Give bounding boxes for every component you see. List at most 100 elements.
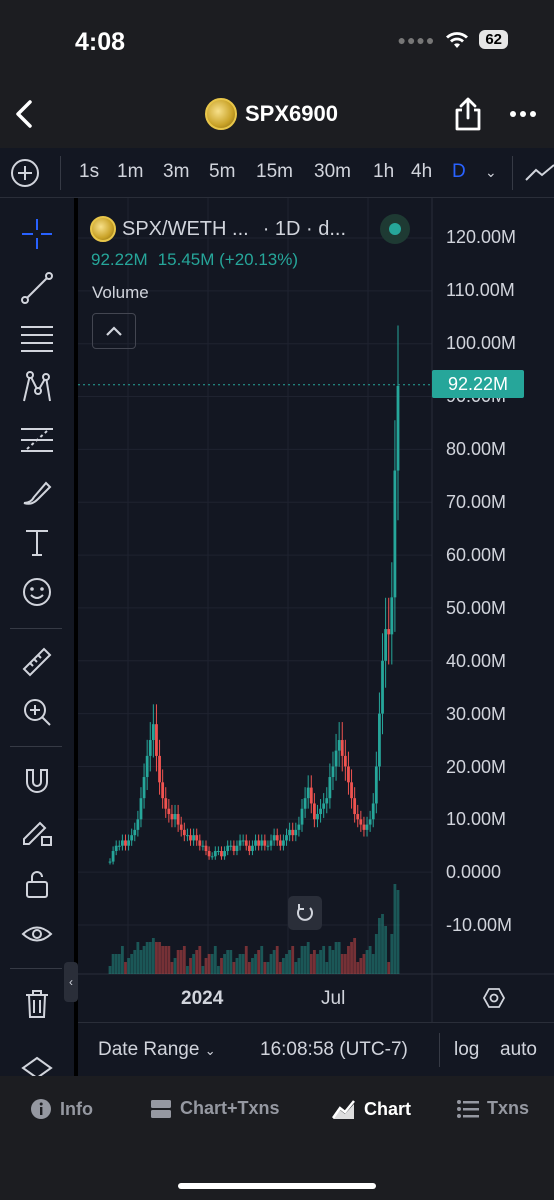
tab-chart[interactable]: Chart xyxy=(332,1098,411,1120)
status-bar: 4:08 ●●●● 62 xyxy=(0,0,554,80)
visibility-tool[interactable] xyxy=(17,914,57,954)
volume-bar xyxy=(251,958,254,974)
candle xyxy=(210,856,214,858)
volume-bar xyxy=(139,950,143,974)
pattern-tool[interactable] xyxy=(17,368,57,408)
candle xyxy=(182,829,186,836)
ruler-tool[interactable] xyxy=(17,642,57,682)
lock-drawing-tool[interactable] xyxy=(17,812,57,852)
timeframe-1s[interactable]: 1s xyxy=(79,161,100,182)
chart-panel[interactable] xyxy=(78,198,554,1076)
ellipsis-icon[interactable] xyxy=(508,104,538,124)
candle xyxy=(331,766,335,778)
volume-bar xyxy=(117,954,121,974)
volume-bar xyxy=(108,966,112,974)
candle xyxy=(371,803,375,820)
y-tick: 30.00M xyxy=(446,704,507,724)
tab-txns[interactable]: Txns xyxy=(457,1098,529,1119)
volume-bar xyxy=(319,950,322,974)
unlock-tool[interactable] xyxy=(17,864,57,904)
date-range-button[interactable]: Date Range ⌄ xyxy=(98,1039,216,1061)
trash-tool[interactable] xyxy=(17,984,57,1024)
volume-bar xyxy=(337,942,341,974)
volume-bar xyxy=(272,950,276,974)
projection-tool[interactable] xyxy=(17,420,57,460)
timeframe-30m[interactable]: 30m xyxy=(314,161,351,182)
zoom-tool[interactable] xyxy=(17,692,57,732)
timeframe-15m[interactable]: 15m xyxy=(256,161,293,182)
chevron-left-icon[interactable] xyxy=(10,94,40,134)
volume-bar xyxy=(365,950,369,974)
chart-settings-icon[interactable] xyxy=(482,986,506,1010)
candle xyxy=(353,798,357,815)
x-tick: 2024 xyxy=(181,988,224,1009)
legend-values: 92.22M 15.45M (+20.13%) xyxy=(91,250,298,270)
volume-bar xyxy=(353,938,357,974)
volume-bar xyxy=(387,962,391,974)
candle xyxy=(145,755,149,778)
volume-bar xyxy=(151,938,155,974)
share-icon[interactable] xyxy=(452,96,484,132)
reset-chart-button[interactable] xyxy=(288,896,322,930)
emoji-tool[interactable] xyxy=(17,572,57,612)
volume-bar xyxy=(359,958,363,974)
candle xyxy=(204,845,208,852)
volume-bar xyxy=(322,946,326,974)
candle xyxy=(207,851,211,857)
auto-scale-toggle[interactable]: auto xyxy=(500,1039,537,1060)
y-tick: 100.00M xyxy=(446,333,517,353)
collapse-legend-button[interactable] xyxy=(92,313,136,349)
brush-tool[interactable] xyxy=(17,472,57,512)
timeframe-1m[interactable]: 1m xyxy=(117,161,144,182)
timeframe-4h[interactable]: 4h xyxy=(411,161,433,182)
candle xyxy=(263,840,267,846)
text-tool[interactable] xyxy=(17,522,57,562)
candle xyxy=(337,740,341,751)
volume-bar xyxy=(220,958,223,974)
volume-bar xyxy=(114,954,118,974)
add-symbol-button[interactable] xyxy=(11,159,39,187)
volume-bar xyxy=(176,950,180,974)
volume-bar xyxy=(186,966,189,974)
timeframe-D[interactable]: D xyxy=(452,161,466,182)
timeframe-3m[interactable]: 3m xyxy=(163,161,190,182)
crosshair-icon xyxy=(22,219,52,249)
trendline-tool[interactable] xyxy=(17,268,57,308)
candle xyxy=(362,824,366,830)
log-scale-toggle[interactable]: log xyxy=(454,1039,480,1060)
volume-bar xyxy=(294,962,298,974)
y-tick: 60.00M xyxy=(446,545,507,565)
candle xyxy=(254,840,257,846)
candle xyxy=(390,597,394,635)
tab-info[interactable]: Info xyxy=(30,1098,93,1120)
toolbar-collapse-button[interactable]: ‹ xyxy=(64,962,78,1002)
candle xyxy=(117,845,121,847)
magnet-tool[interactable] xyxy=(17,760,57,800)
candle xyxy=(297,824,301,830)
candle xyxy=(269,840,273,846)
pair-label[interactable]: SPX/WETH ... xyxy=(122,217,249,240)
tab-chart-txns[interactable]: Chart+Txns xyxy=(150,1098,280,1119)
chart-style-icon[interactable] xyxy=(524,162,554,184)
volume-bar xyxy=(216,966,220,974)
divider xyxy=(60,156,61,190)
timeframe-5m[interactable]: 5m xyxy=(209,161,236,182)
trendline-icon xyxy=(21,272,53,304)
candle xyxy=(195,835,199,841)
volume-bar xyxy=(238,954,242,974)
crosshair-tool[interactable] xyxy=(17,214,57,254)
timeframe-1h[interactable]: 1h xyxy=(373,161,395,182)
volume-bar xyxy=(232,962,236,974)
magnet-icon xyxy=(26,769,48,793)
fib-tool[interactable] xyxy=(17,318,57,358)
candle xyxy=(378,713,381,767)
candle xyxy=(179,824,183,830)
divider xyxy=(10,968,62,969)
candle xyxy=(291,829,295,836)
chevron-down-icon[interactable]: ⌄ xyxy=(485,164,497,180)
price-chart[interactable] xyxy=(78,198,554,1022)
volume-bar xyxy=(124,962,127,974)
y-tick: 0.0000 xyxy=(446,862,502,882)
market-status-indicator[interactable] xyxy=(380,214,410,244)
volume-bar xyxy=(167,946,171,974)
